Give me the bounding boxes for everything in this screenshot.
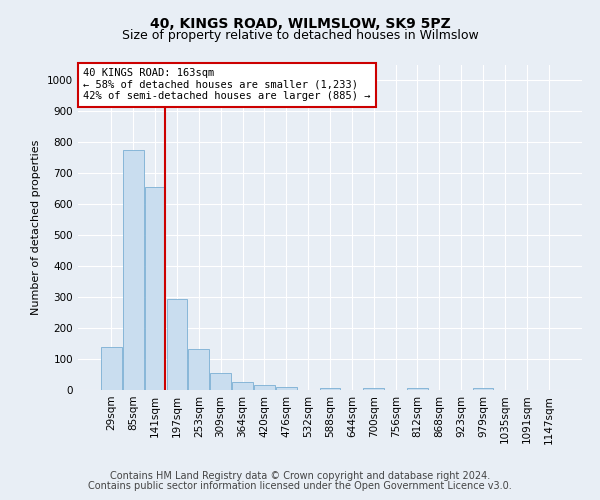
Bar <box>473 388 493 390</box>
Bar <box>407 388 428 390</box>
Bar <box>167 300 187 390</box>
Bar <box>210 373 231 390</box>
Text: 40 KINGS ROAD: 163sqm
← 58% of detached houses are smaller (1,233)
42% of semi-d: 40 KINGS ROAD: 163sqm ← 58% of detached … <box>83 68 371 102</box>
Text: Contains public sector information licensed under the Open Government Licence v3: Contains public sector information licen… <box>88 481 512 491</box>
Bar <box>101 348 122 390</box>
Bar <box>123 150 143 390</box>
Bar <box>232 382 253 390</box>
Text: Size of property relative to detached houses in Wilmslow: Size of property relative to detached ho… <box>122 29 478 42</box>
Text: 40, KINGS ROAD, WILMSLOW, SK9 5PZ: 40, KINGS ROAD, WILMSLOW, SK9 5PZ <box>149 18 451 32</box>
Bar <box>188 349 209 390</box>
Text: Contains HM Land Registry data © Crown copyright and database right 2024.: Contains HM Land Registry data © Crown c… <box>110 471 490 481</box>
Bar <box>145 188 166 390</box>
Y-axis label: Number of detached properties: Number of detached properties <box>31 140 41 315</box>
Bar <box>364 388 384 390</box>
Bar <box>276 387 296 390</box>
Bar <box>320 388 340 390</box>
Bar <box>254 384 275 390</box>
